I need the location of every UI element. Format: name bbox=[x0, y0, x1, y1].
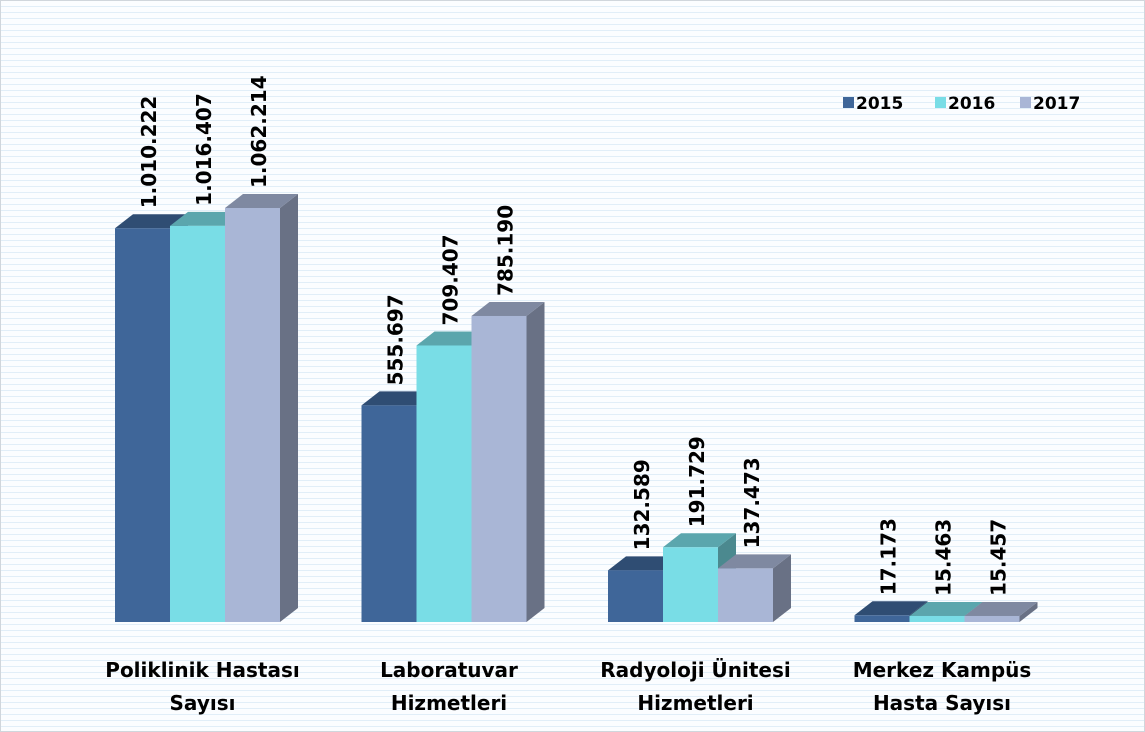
bar-face bbox=[471, 301, 545, 316]
bar-face bbox=[854, 615, 910, 622]
bar-face bbox=[663, 547, 718, 622]
data-label: 555.697 bbox=[384, 294, 408, 385]
data-label: 191.729 bbox=[685, 436, 709, 527]
bar-face bbox=[773, 554, 791, 622]
bar-face bbox=[854, 601, 928, 616]
data-label: 17.173 bbox=[877, 518, 901, 595]
data-label: 709.407 bbox=[439, 234, 463, 325]
bar-face bbox=[608, 556, 681, 571]
bar-face bbox=[225, 194, 298, 208]
legend-label: 2015 bbox=[856, 94, 903, 114]
bar-face bbox=[416, 345, 472, 622]
bar-face bbox=[964, 615, 1020, 622]
x-tick-label: Hasta Sayısı bbox=[873, 691, 1011, 715]
bar-face bbox=[170, 211, 243, 226]
legend-swatch bbox=[935, 97, 946, 108]
bar-face bbox=[663, 533, 736, 548]
bar-face bbox=[718, 554, 791, 569]
bar-face bbox=[416, 331, 490, 346]
data-label: 1.016.407 bbox=[192, 93, 216, 206]
x-tick-label: Sayısı bbox=[170, 691, 236, 715]
bar-face bbox=[471, 315, 527, 622]
legend-swatch bbox=[843, 97, 854, 108]
bar-face bbox=[115, 214, 188, 229]
x-tick-label: Radyoloji Ünitesi bbox=[600, 658, 790, 682]
bar-face bbox=[1019, 601, 1038, 622]
bar-face bbox=[608, 570, 663, 622]
x-tick-label: Hizmetleri bbox=[391, 691, 507, 715]
bar-face bbox=[718, 568, 773, 622]
x-tick-label: Poliklinik Hastası bbox=[105, 658, 299, 682]
data-label: 132.589 bbox=[630, 459, 654, 550]
legend-label: 2016 bbox=[948, 94, 995, 114]
data-label: 137.473 bbox=[740, 457, 764, 548]
bar bbox=[225, 194, 298, 622]
data-label: 15.463 bbox=[932, 519, 956, 596]
bar bbox=[718, 554, 791, 622]
data-label: 785.190 bbox=[494, 205, 518, 296]
legend-label: 2017 bbox=[1033, 94, 1080, 114]
bar-face bbox=[526, 301, 545, 622]
x-tick-label: Merkez Kampüs bbox=[853, 658, 1032, 682]
bar-face bbox=[909, 601, 983, 616]
legend-swatch bbox=[1020, 97, 1031, 108]
bar bbox=[964, 601, 1038, 622]
data-label: 15.457 bbox=[987, 519, 1011, 596]
bar-face bbox=[225, 208, 280, 622]
bar-face bbox=[909, 615, 965, 622]
bar-face bbox=[170, 225, 225, 622]
x-tick-label: Laboratuvar bbox=[380, 658, 518, 682]
bar-face bbox=[280, 194, 298, 622]
bar-face bbox=[115, 228, 170, 622]
bar-face bbox=[964, 601, 1038, 616]
bar-face bbox=[361, 391, 435, 406]
x-tick-label: Hizmetleri bbox=[637, 691, 753, 715]
data-label: 1.062.214 bbox=[247, 75, 271, 188]
data-label: 1.010.222 bbox=[137, 96, 161, 209]
bar-face bbox=[361, 405, 417, 622]
bar bbox=[471, 301, 545, 622]
